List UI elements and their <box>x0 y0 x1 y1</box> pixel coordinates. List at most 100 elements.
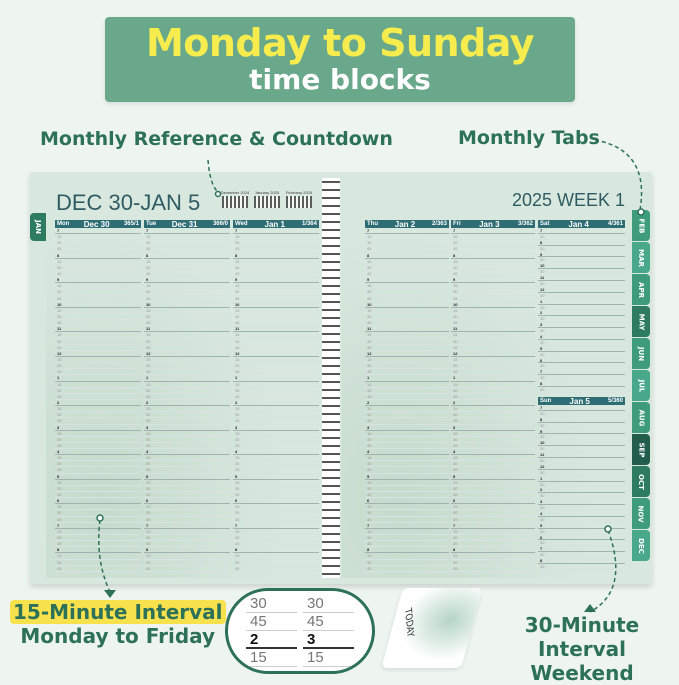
time-slot[interactable]: 30 <box>55 412 141 419</box>
time-slot[interactable]: 45 <box>451 320 535 327</box>
time-slot[interactable]: 45 <box>144 467 230 474</box>
time-slot[interactable]: 15 <box>365 504 449 511</box>
time-slot[interactable]: 30 <box>365 339 449 345</box>
time-slot[interactable]: 15 <box>55 259 141 265</box>
time-slot[interactable]: 30 <box>233 560 319 566</box>
time-slot-2[interactable]: 2 <box>55 400 141 407</box>
time-slot[interactable]: 30 <box>55 437 141 443</box>
time-slot-7[interactable]: 7 <box>451 228 535 235</box>
time-slot-12[interactable]: 12 <box>451 351 535 357</box>
time-slot[interactable]: 30 <box>538 470 625 476</box>
time-slot[interactable]: 30 <box>144 265 230 271</box>
time-slot[interactable]: 15 <box>144 431 230 437</box>
time-slot[interactable]: 30 <box>538 411 625 417</box>
time-slot-9[interactable]: 9 <box>365 277 449 284</box>
time-slot[interactable]: 45 <box>233 296 319 302</box>
time-slot[interactable]: 30 <box>451 289 535 296</box>
time-slot[interactable]: 30 <box>365 461 449 468</box>
time-slot[interactable]: 15 <box>451 332 535 339</box>
time-slot[interactable]: 15 <box>233 283 319 290</box>
time-slot[interactable]: 30 <box>538 352 625 358</box>
time-slot[interactable]: 15 <box>451 308 535 314</box>
time-slot[interactable]: 30 <box>451 363 535 370</box>
time-slot[interactable]: 15 <box>233 332 319 339</box>
tab-feb[interactable]: FEB <box>632 210 650 241</box>
time-slot[interactable]: 30 <box>451 535 535 542</box>
time-slot[interactable]: 30 <box>451 265 535 271</box>
time-slot-8[interactable]: 8 <box>55 547 141 554</box>
time-slot-11[interactable]: 11 <box>538 275 625 282</box>
time-slot[interactable]: 30 <box>144 363 230 370</box>
time-slot[interactable]: 45 <box>55 418 141 425</box>
time-slot-7[interactable]: 7 <box>233 523 319 529</box>
time-slot-9[interactable]: 9 <box>538 429 625 435</box>
time-slot[interactable]: 30 <box>55 363 141 370</box>
time-slot-8[interactable]: 8 <box>365 547 449 554</box>
time-slot[interactable]: 30 <box>55 486 141 493</box>
time-slot[interactable]: 30 <box>538 269 625 276</box>
time-slot[interactable]: 30 <box>55 289 141 296</box>
time-slot[interactable]: 45 <box>55 345 141 351</box>
time-slot-8[interactable]: 8 <box>55 253 141 259</box>
time-slot[interactable]: 30 <box>144 240 230 247</box>
time-slot[interactable]: 30 <box>538 316 625 323</box>
time-slot[interactable]: 45 <box>55 246 141 253</box>
time-slot[interactable]: 15 <box>233 504 319 511</box>
time-slot[interactable]: 45 <box>233 541 319 548</box>
time-slot-12[interactable]: 12 <box>233 351 319 357</box>
time-slot[interactable]: 15 <box>55 332 141 339</box>
time-slot[interactable]: 15 <box>451 259 535 265</box>
time-slot-1[interactable]: 1 <box>538 299 625 305</box>
time-slot-7[interactable]: 7 <box>365 523 449 529</box>
tab-jun[interactable]: JUN <box>632 338 650 369</box>
time-slot[interactable]: 45 <box>365 566 449 572</box>
time-slot[interactable]: 15 <box>365 332 449 339</box>
time-slot[interactable]: 15 <box>55 455 141 462</box>
time-slot[interactable]: 30 <box>538 305 625 311</box>
time-slot[interactable]: 45 <box>451 369 535 376</box>
time-slot-8[interactable]: 8 <box>144 253 230 259</box>
time-slot[interactable]: 30 <box>538 281 625 287</box>
time-slot[interactable]: 30 <box>233 240 319 247</box>
time-slot[interactable]: 30 <box>233 486 319 493</box>
time-slot-6[interactable]: 6 <box>144 498 230 505</box>
time-slot[interactable]: 45 <box>55 541 141 548</box>
time-slot[interactable]: 30 <box>144 461 230 468</box>
time-slot-2[interactable]: 2 <box>144 400 230 407</box>
time-slot[interactable]: 45 <box>365 541 449 548</box>
time-slot[interactable]: 30 <box>538 423 625 429</box>
time-slot[interactable]: 45 <box>365 492 449 499</box>
time-slot-6[interactable]: 6 <box>538 358 625 364</box>
tab-sep[interactable]: SEP <box>632 434 650 465</box>
time-slot[interactable]: 30 <box>365 363 449 370</box>
time-slot-1[interactable]: 1 <box>144 375 230 382</box>
time-slot[interactable]: 45 <box>55 320 141 327</box>
time-slot[interactable]: 30 <box>144 289 230 296</box>
time-slot[interactable]: 15 <box>233 480 319 486</box>
time-slot-12[interactable]: 12 <box>55 351 141 357</box>
time-slot[interactable]: 30 <box>365 437 449 443</box>
time-slot[interactable]: 30 <box>55 339 141 345</box>
time-slot[interactable]: 45 <box>144 418 230 425</box>
time-slot[interactable]: 45 <box>451 246 535 253</box>
time-slot[interactable]: 15 <box>144 406 230 413</box>
time-slot-7[interactable]: 7 <box>365 228 449 235</box>
time-slot[interactable]: 30 <box>538 505 625 512</box>
time-slot-8[interactable]: 8 <box>451 253 535 259</box>
time-slot[interactable]: 15 <box>233 382 319 388</box>
time-slot[interactable]: 15 <box>144 259 230 265</box>
time-slot[interactable]: 45 <box>233 418 319 425</box>
time-slot[interactable]: 30 <box>55 461 141 468</box>
time-slot[interactable]: 15 <box>55 283 141 290</box>
time-slot[interactable]: 45 <box>233 443 319 450</box>
time-slot[interactable]: 30 <box>365 314 449 321</box>
time-slot-9[interactable]: 9 <box>144 277 230 284</box>
time-slot-7[interactable]: 7 <box>144 228 230 235</box>
time-slot-12[interactable]: 12 <box>538 287 625 293</box>
time-slot[interactable]: 30 <box>451 240 535 247</box>
time-slot[interactable]: 45 <box>365 271 449 278</box>
time-slot[interactable]: 45 <box>451 443 535 450</box>
time-slot[interactable]: 30 <box>233 289 319 296</box>
time-slot[interactable]: 45 <box>233 246 319 253</box>
time-slot[interactable]: 30 <box>144 510 230 517</box>
